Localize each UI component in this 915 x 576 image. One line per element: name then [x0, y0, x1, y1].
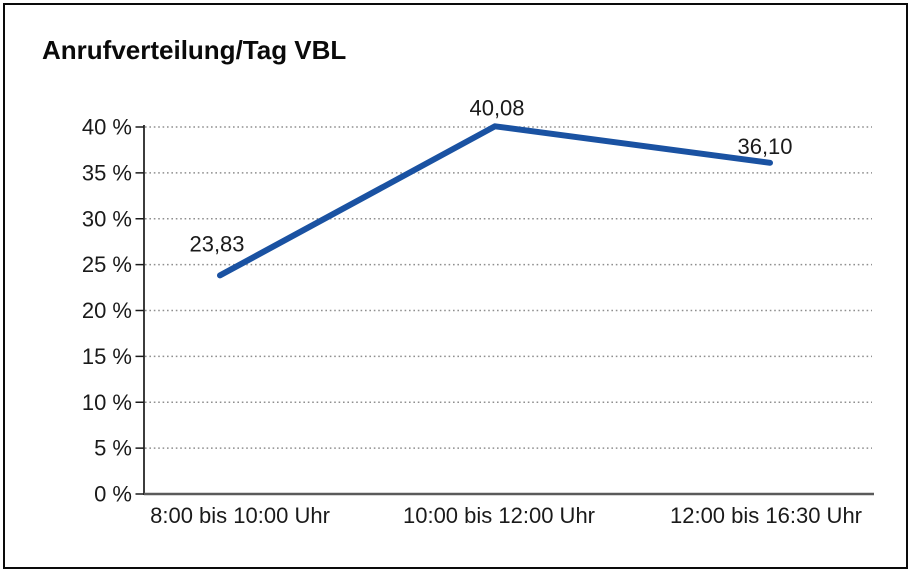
y-tick-label: 5 %: [94, 436, 132, 461]
data-series-line: [217, 123, 773, 279]
y-tick-label: 0 %: [94, 482, 132, 507]
y-tick-label: 20 %: [82, 298, 132, 323]
data-point-label: 23,83: [189, 231, 244, 256]
chart-frame: Anrufverteilung/Tag VBL 0 % 5 % 10 % 15 % 20…: [3, 3, 908, 569]
y-tick-label: 40 %: [82, 115, 132, 140]
axes: [135, 125, 874, 496]
chart-title: Anrufverteilung/Tag VBL: [42, 35, 347, 65]
y-axis-labels: 0 % 5 % 10 % 15 % 20 % 25 % 30 % 35 % 40 %: [82, 115, 132, 507]
data-point-labels: 23,83 40,08 36,10: [189, 95, 792, 256]
x-category-label: 8:00 bis 10:00 Uhr: [150, 503, 330, 528]
data-point-label: 40,08: [469, 95, 524, 120]
x-category-label: 12:00 bis 16:30 Uhr: [670, 503, 862, 528]
data-point-label: 36,10: [737, 134, 792, 159]
y-tick-label: 25 %: [82, 252, 132, 277]
gridlines: [145, 126, 872, 449]
y-tick-label: 35 %: [82, 160, 132, 185]
y-tick-label: 15 %: [82, 344, 132, 369]
x-axis-labels: 8:00 bis 10:00 Uhr 10:00 bis 12:00 Uhr 12:…: [150, 503, 862, 528]
line-chart: 0 % 5 % 10 % 15 % 20 % 25 % 30 % 35 % 40 % 8:00 …: [82, 95, 874, 528]
y-tick-label: 10 %: [82, 390, 132, 415]
y-tick-label: 30 %: [82, 206, 132, 231]
x-category-label: 10:00 bis 12:00 Uhr: [403, 503, 595, 528]
